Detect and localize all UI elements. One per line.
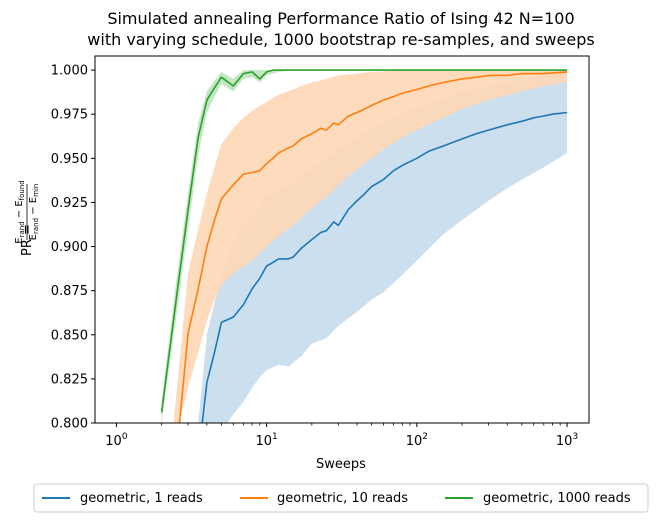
x-tick-label: 100 bbox=[105, 432, 128, 449]
y-label-num-sub-found: found bbox=[18, 180, 26, 200]
x-tick-label: 103 bbox=[556, 432, 578, 449]
confidence-bands bbox=[161, 70, 568, 423]
y-label-num-sub-rand: rand bbox=[18, 221, 26, 237]
y-label-den-sub-min: min bbox=[32, 184, 40, 197]
y-label-num-mid: − E bbox=[14, 200, 25, 221]
y-tick-label: 0.950 bbox=[51, 152, 88, 167]
y-axis-label-prefix: PR = bbox=[20, 224, 35, 256]
line-geometric-1-reads bbox=[201, 111, 568, 423]
y-tick-label: 0.850 bbox=[51, 328, 88, 343]
chart-title: Simulated annealing Performance Ratio of… bbox=[107, 9, 574, 28]
y-tick-label: 0.800 bbox=[51, 417, 88, 432]
legend-entry-10-reads: geometric, 10 reads bbox=[240, 491, 408, 506]
y-tick-label: 0.875 bbox=[51, 284, 88, 299]
y-label-den-mid: − E bbox=[28, 197, 39, 218]
legend-label-10-reads: geometric, 10 reads bbox=[277, 491, 408, 506]
series-lines bbox=[160, 69, 568, 423]
legend-entry-1000-reads: geometric, 1000 reads bbox=[445, 491, 631, 506]
line-geometric-1000-reads bbox=[160, 69, 568, 413]
legend-box bbox=[33, 483, 649, 513]
legend-label-1000-reads: geometric, 1000 reads bbox=[483, 491, 631, 506]
legend-entry-1-reads: geometric, 1 reads bbox=[42, 491, 203, 506]
x-axis: 100 101 102 103 bbox=[105, 423, 578, 449]
y-tick-label: 0.925 bbox=[51, 196, 88, 211]
legend: geometric, 1 reads geometric, 10 reads g… bbox=[33, 483, 649, 513]
y-axis-label: PR = bbox=[20, 224, 35, 256]
plot-area-frame bbox=[94, 55, 590, 424]
svg-text:Erand − Efound: Erand − Efound bbox=[14, 180, 26, 244]
y-axis-label-fraction: Erand − Efound Erand − Emin bbox=[14, 180, 40, 244]
y-tick-label: 0.900 bbox=[51, 240, 88, 255]
y-tick-label: 1.000 bbox=[51, 64, 88, 79]
x-axis-label: Sweeps bbox=[316, 457, 366, 472]
line-geometric-10-reads bbox=[178, 71, 568, 423]
y-label-den-sub-rand: rand bbox=[32, 218, 40, 234]
y-tick-label: 0.825 bbox=[51, 372, 88, 387]
y-tick-label: 0.975 bbox=[51, 108, 88, 123]
x-tick-label: 102 bbox=[406, 432, 428, 449]
x-tick-label: 101 bbox=[255, 432, 277, 449]
y-label-num-e: E bbox=[14, 237, 25, 243]
y-label-den-e: E bbox=[28, 234, 39, 240]
svg-text:Erand − Emin: Erand − Emin bbox=[28, 184, 40, 241]
svg-text:PR =: PR = bbox=[20, 224, 35, 256]
chart-subtitle: with varying schedule, 1000 bootstrap re… bbox=[87, 30, 594, 49]
band-geometric-1-reads bbox=[198, 71, 568, 423]
y-axis: 0.800 0.825 0.850 0.875 0.900 0.925 0.950 0.975… bbox=[51, 64, 95, 432]
legend-label-1-reads: geometric, 1 reads bbox=[80, 491, 203, 506]
